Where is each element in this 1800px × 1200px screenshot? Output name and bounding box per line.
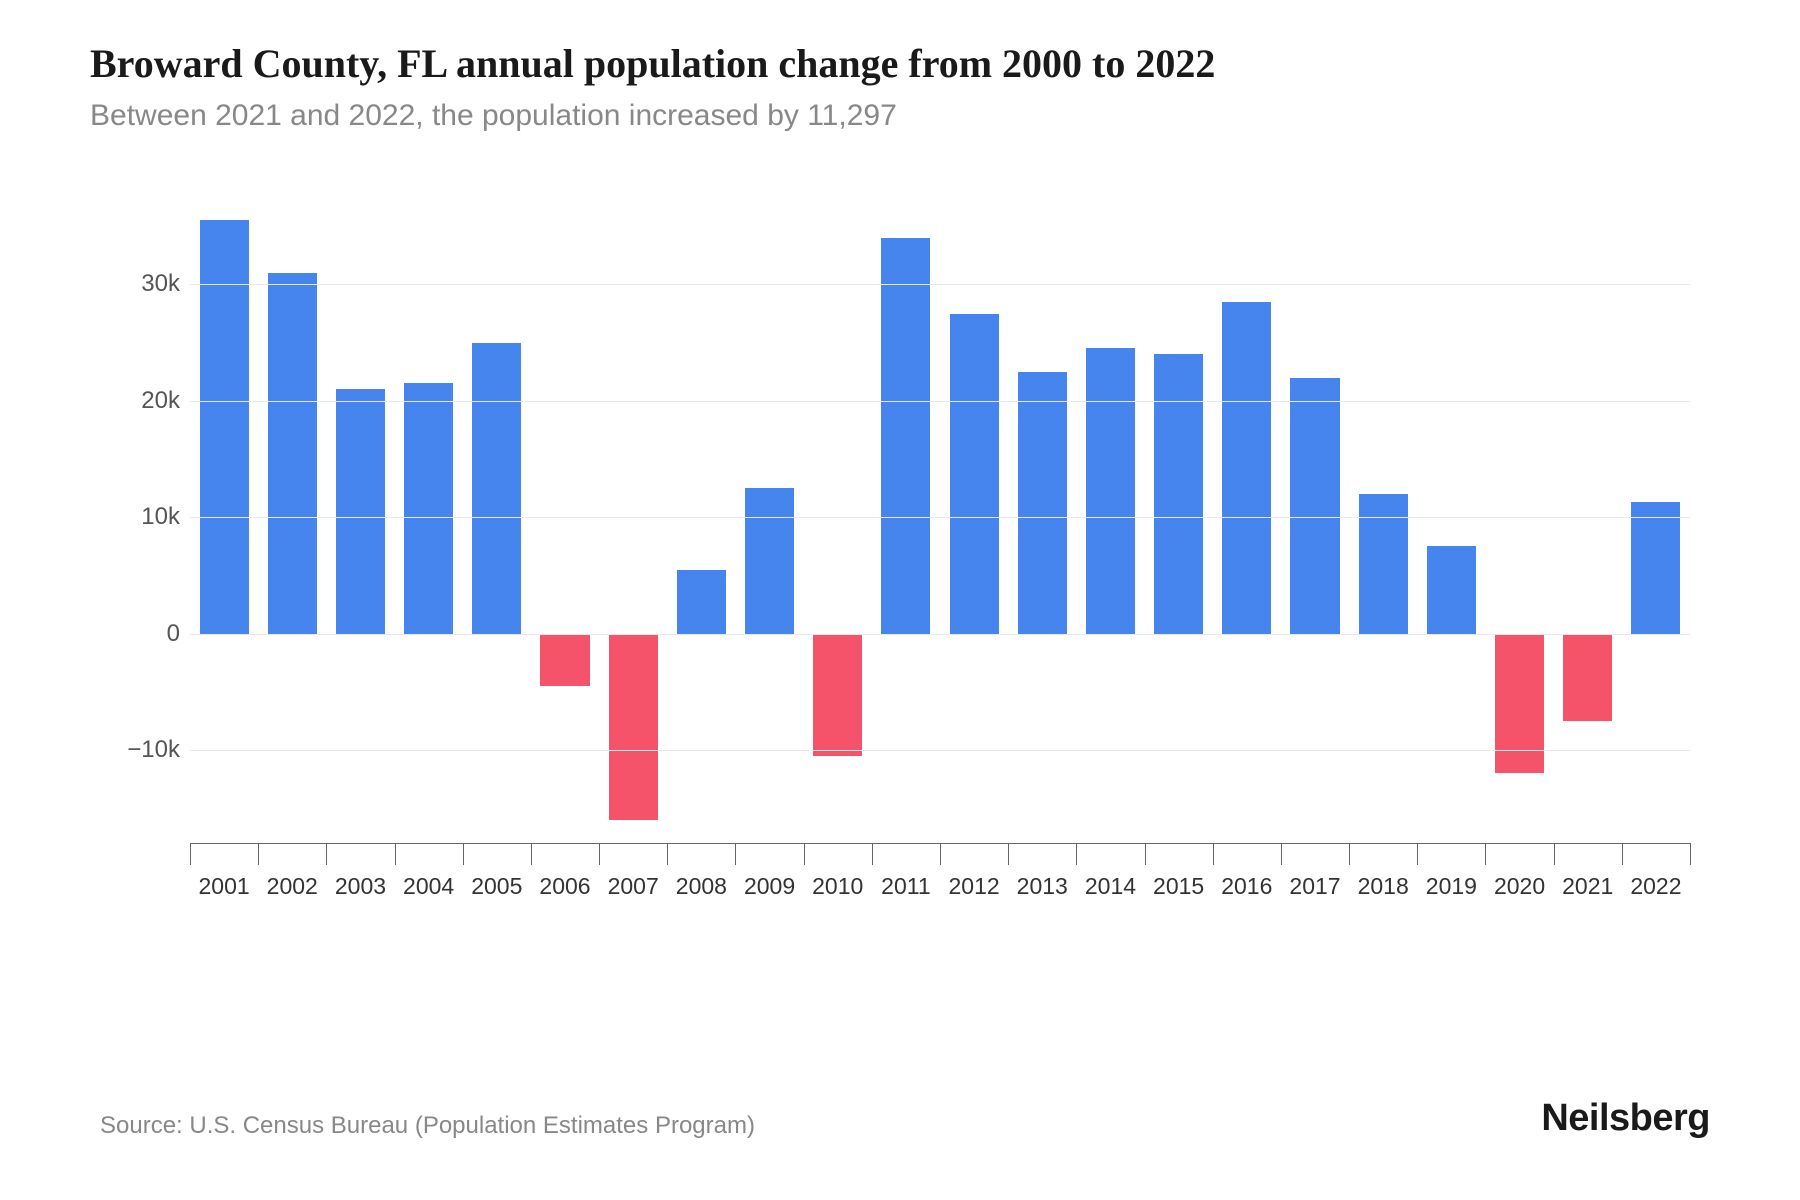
x-tick bbox=[258, 843, 259, 865]
bar bbox=[1359, 494, 1408, 634]
bar bbox=[1290, 378, 1339, 634]
x-tick-label: 2004 bbox=[403, 873, 454, 900]
gridline bbox=[190, 750, 1690, 751]
y-tick-label: 10k bbox=[141, 503, 180, 531]
x-tick-label: 2009 bbox=[744, 873, 795, 900]
bar bbox=[268, 273, 317, 634]
x-tick-label: 2010 bbox=[812, 873, 863, 900]
bar bbox=[1427, 546, 1476, 633]
x-tick bbox=[1622, 843, 1623, 865]
bar bbox=[1563, 634, 1612, 721]
y-tick-label: 30k bbox=[141, 270, 180, 298]
y-tick-label: 20k bbox=[141, 387, 180, 415]
x-tick-label: 2013 bbox=[1017, 873, 1068, 900]
bar bbox=[1495, 634, 1544, 774]
x-tick bbox=[1485, 843, 1486, 865]
x-tick-label: 2003 bbox=[335, 873, 386, 900]
x-tick-label: 2014 bbox=[1085, 873, 1136, 900]
bar bbox=[200, 220, 249, 633]
chart-footer: Source: U.S. Census Bureau (Population E… bbox=[100, 1097, 1710, 1140]
bar bbox=[1154, 354, 1203, 633]
x-tick bbox=[667, 843, 668, 865]
x-tick bbox=[463, 843, 464, 865]
bar bbox=[472, 343, 521, 634]
x-tick-label: 2022 bbox=[1630, 873, 1681, 900]
x-tick-label: 2020 bbox=[1494, 873, 1545, 900]
x-tick bbox=[940, 843, 941, 865]
plot-area bbox=[190, 203, 1690, 843]
x-tick bbox=[1554, 843, 1555, 865]
x-tick-label: 2008 bbox=[676, 873, 727, 900]
x-tick-label: 2018 bbox=[1358, 873, 1409, 900]
bar bbox=[745, 488, 794, 633]
gridline bbox=[190, 284, 1690, 285]
bar bbox=[540, 634, 589, 686]
bar bbox=[1631, 502, 1680, 633]
x-tick-label: 2021 bbox=[1562, 873, 1613, 900]
bar bbox=[950, 314, 999, 634]
bar bbox=[404, 383, 453, 633]
x-tick-label: 2002 bbox=[267, 873, 318, 900]
x-tick bbox=[599, 843, 600, 865]
x-tick bbox=[1281, 843, 1282, 865]
x-tick-label: 2001 bbox=[198, 873, 249, 900]
bars-layer bbox=[190, 203, 1690, 843]
x-tick-label: 2006 bbox=[539, 873, 590, 900]
x-tick bbox=[1008, 843, 1009, 865]
x-tick bbox=[326, 843, 327, 865]
chart-title: Broward County, FL annual population cha… bbox=[90, 40, 1710, 87]
x-tick bbox=[395, 843, 396, 865]
x-tick-label: 2005 bbox=[471, 873, 522, 900]
x-tick bbox=[735, 843, 736, 865]
bar bbox=[1018, 372, 1067, 634]
x-tick-label: 2007 bbox=[608, 873, 659, 900]
bar bbox=[336, 389, 385, 633]
x-tick bbox=[190, 843, 191, 865]
x-tick-label: 2012 bbox=[948, 873, 999, 900]
x-tick bbox=[1145, 843, 1146, 865]
x-tick-label: 2011 bbox=[881, 873, 930, 900]
x-tick bbox=[1076, 843, 1077, 865]
x-tick-label: 2015 bbox=[1153, 873, 1204, 900]
chart-container: −10k 0 10k 20k 30k 2001 2002 2003 2004 2005 2006 2… bbox=[100, 203, 1700, 923]
y-tick-label: −10k bbox=[127, 736, 180, 764]
bar bbox=[677, 570, 726, 634]
x-tick-label: 2016 bbox=[1221, 873, 1272, 900]
x-tick bbox=[1690, 843, 1691, 865]
bar bbox=[1222, 302, 1271, 634]
x-tick bbox=[1417, 843, 1418, 865]
x-tick bbox=[1349, 843, 1350, 865]
x-tick-label: 2019 bbox=[1426, 873, 1477, 900]
x-tick bbox=[804, 843, 805, 865]
chart-subtitle: Between 2021 and 2022, the population in… bbox=[90, 99, 1710, 133]
bar bbox=[813, 634, 862, 756]
gridline bbox=[190, 517, 1690, 518]
bar bbox=[881, 238, 930, 634]
x-tick bbox=[872, 843, 873, 865]
gridline bbox=[190, 401, 1690, 402]
gridline bbox=[190, 634, 1690, 635]
bar bbox=[1086, 348, 1135, 633]
brand-logo: Neilsberg bbox=[1541, 1097, 1710, 1140]
y-tick-label: 0 bbox=[167, 620, 180, 648]
source-text: Source: U.S. Census Bureau (Population E… bbox=[100, 1112, 755, 1140]
x-tick bbox=[1213, 843, 1214, 865]
bar bbox=[609, 634, 658, 820]
x-tick-label: 2017 bbox=[1289, 873, 1340, 900]
x-tick bbox=[531, 843, 532, 865]
